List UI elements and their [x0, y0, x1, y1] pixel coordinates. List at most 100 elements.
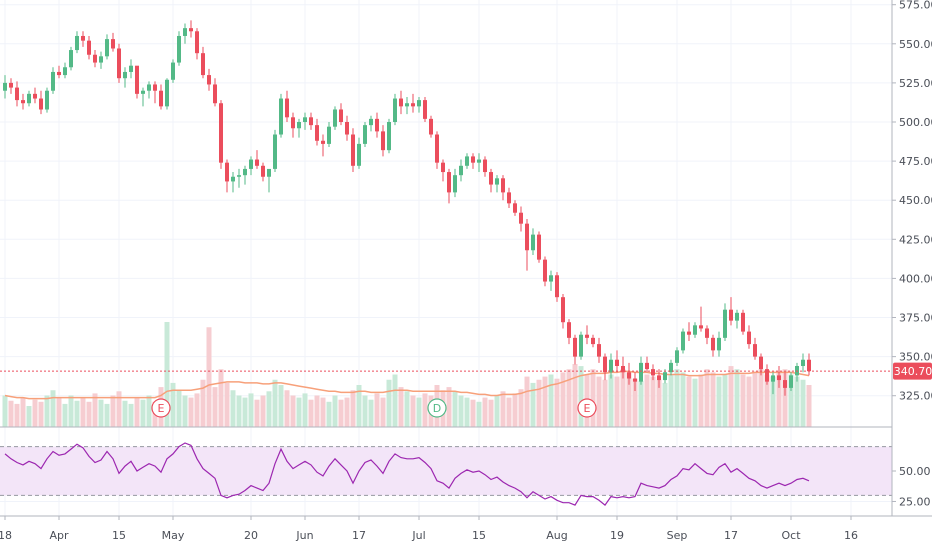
candle: [393, 93, 397, 126]
candle: [423, 96, 427, 122]
candle: [633, 372, 637, 392]
candle-body: [369, 118, 373, 126]
candle: [105, 34, 109, 60]
volume-bar: [104, 403, 110, 427]
candle: [753, 337, 757, 360]
volume-bar: [272, 379, 278, 427]
volume-bar: [524, 376, 530, 427]
volume-bar: [260, 395, 266, 427]
volume-bar: [764, 374, 770, 427]
candle-body: [3, 82, 7, 91]
candle-body: [453, 175, 457, 193]
volume-bar: [128, 403, 134, 427]
candle-body: [57, 71, 61, 76]
candle-body: [267, 168, 271, 177]
candle-body: [255, 159, 259, 166]
candle: [225, 159, 229, 193]
rsi-pane[interactable]: [0, 442, 892, 506]
candle: [657, 369, 661, 388]
candle: [687, 322, 691, 341]
candle-body: [693, 325, 697, 335]
event-marker-earnings[interactable]: E: [577, 398, 597, 418]
event-marker-dividend[interactable]: D: [427, 398, 447, 418]
candle-body: [633, 378, 637, 382]
rsi-line: [4, 442, 810, 506]
candle: [573, 334, 577, 365]
candle-body: [285, 98, 289, 118]
event-marker-earnings[interactable]: E: [151, 398, 171, 418]
volume-bar: [212, 387, 218, 427]
candle-body: [423, 100, 427, 119]
volume-bar: [380, 397, 386, 427]
volume-bar: [458, 395, 464, 427]
volume-bar: [146, 395, 152, 427]
volume-bar: [806, 385, 812, 427]
candle: [69, 46, 73, 71]
candle-body: [387, 122, 391, 151]
candle: [543, 256, 547, 287]
candle: [45, 87, 49, 113]
candle-body: [261, 165, 265, 177]
volume-bar: [308, 399, 314, 427]
volume-bar: [38, 401, 44, 427]
volume-bar: [572, 364, 578, 427]
event-marker-circle: [577, 398, 597, 418]
event-marker-circle: [427, 398, 447, 418]
candle-body: [489, 172, 493, 185]
candle: [123, 67, 127, 88]
candle: [699, 306, 703, 332]
candle-body: [183, 28, 187, 36]
time-axis-label: Aug: [546, 529, 567, 542]
candle: [39, 90, 43, 115]
candle: [63, 62, 67, 79]
volume-bar: [476, 401, 482, 427]
candle-body: [399, 98, 403, 107]
candle: [675, 347, 679, 366]
candle: [33, 87, 37, 104]
volume-bar: [740, 374, 746, 427]
candle-body: [741, 312, 745, 332]
time-axis[interactable]: 18 Apr 15 May 20 Jun 17 Jul 15 Aug 19 Sep 17 Oct 16: [0, 516, 858, 542]
volume-bar: [656, 379, 662, 427]
candle: [729, 297, 733, 326]
volume-bar: [170, 382, 176, 427]
candle-body: [75, 35, 79, 51]
rsi-axis[interactable]: 50.00 25.00: [892, 465, 931, 508]
volume-bar: [116, 391, 122, 427]
candle: [447, 168, 451, 204]
volume-bar: [224, 382, 230, 427]
candle: [507, 187, 511, 209]
volume-bar: [470, 399, 476, 427]
volume-bar: [164, 322, 170, 427]
candle: [807, 353, 811, 376]
candle: [459, 159, 463, 182]
candle: [513, 200, 517, 216]
candle-body: [375, 118, 379, 132]
volume-bar: [362, 395, 368, 427]
price-axis[interactable]: 575.00 550.00 525.00 500.00 475.00 450.00 425.…: [892, 0, 932, 403]
candle-body: [207, 75, 211, 85]
time-axis-label: 17: [352, 529, 366, 542]
candle-body: [117, 48, 121, 79]
candle: [531, 228, 535, 255]
volume-bar: [8, 400, 14, 427]
time-axis-label: May: [162, 529, 185, 542]
candle-body: [93, 54, 97, 63]
volume-bar: [794, 376, 800, 427]
volume-bar: [296, 397, 302, 427]
candle: [357, 137, 361, 169]
candle: [501, 175, 505, 201]
candle-body: [15, 87, 19, 101]
candle-body: [243, 168, 247, 176]
event-marker-label: E: [158, 402, 165, 415]
candle-body: [669, 362, 673, 373]
volume-bar: [344, 397, 350, 427]
candle: [375, 112, 379, 138]
price-axis-label: 375.00: [899, 312, 932, 325]
candle-body: [213, 84, 217, 104]
candle-body: [759, 356, 763, 370]
time-axis-label: Sep: [667, 529, 688, 542]
